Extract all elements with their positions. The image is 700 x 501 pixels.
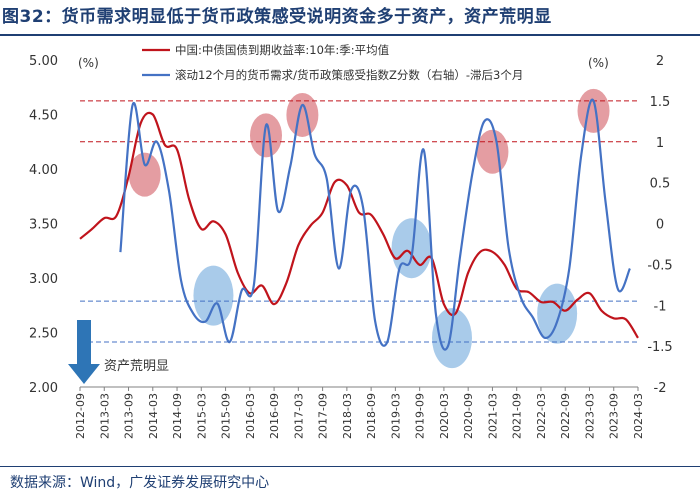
x-tick-label: 2018-03 bbox=[341, 393, 354, 439]
x-tick-label: 2018-09 bbox=[365, 393, 378, 439]
series-line-bond-yield bbox=[79, 111, 639, 339]
x-tick-label: 2023-03 bbox=[583, 393, 596, 439]
y-left-tick-label: 2.50 bbox=[29, 327, 58, 342]
x-tick-label: 2024-03 bbox=[632, 393, 645, 439]
trough-highlight-ellipse bbox=[391, 218, 432, 279]
y-right-tick-label: -1.5 bbox=[647, 340, 672, 355]
annotation: 资产荒明显 bbox=[68, 320, 169, 384]
y-left-tick-label: 2.00 bbox=[29, 381, 58, 396]
legend-label: 中国:中债国债到期收益率:10年:季:平均值 bbox=[175, 43, 390, 57]
x-tick-label: 2014-03 bbox=[147, 393, 160, 439]
down-arrow-head bbox=[68, 364, 100, 384]
trough-highlight-ellipse bbox=[537, 283, 578, 344]
series-lines bbox=[79, 98, 639, 351]
axes: 2.00 2.50 3.00 3.50 4.00 4.50 5.00 (%) -2 -1.5 -1 -… bbox=[29, 54, 673, 439]
peak-highlight-ellipse bbox=[128, 152, 161, 197]
y-left-tick-label: 4.50 bbox=[29, 109, 58, 124]
y-right-tick-label: 0.5 bbox=[650, 177, 671, 192]
y-left-unit: (%) bbox=[78, 56, 99, 70]
y-right-tick-label: 2 bbox=[656, 54, 664, 69]
legend-label: 滚动12个月的货币需求/货币政策感受指数Z分数（右轴）-滞后3个月 bbox=[175, 68, 523, 82]
trough-highlight-ellipse bbox=[193, 265, 234, 326]
x-tick-label: 2017-09 bbox=[317, 393, 330, 439]
series-line-money-demand-z bbox=[119, 98, 631, 351]
y-right-tick-label: 1.5 bbox=[650, 95, 671, 110]
down-arrow-shaft bbox=[77, 320, 91, 364]
title-bar: 图32：货币需求明显低于货币政策感受说明资金多于资产，资产荒明显 bbox=[0, 0, 700, 36]
x-tick-label: 2015-03 bbox=[195, 393, 208, 439]
y-right-tick-label: 0 bbox=[656, 218, 664, 233]
x-tick-label: 2023-09 bbox=[608, 393, 621, 439]
y-left-tick-label: 3.50 bbox=[29, 218, 58, 233]
x-tick-label: 2021-09 bbox=[511, 393, 524, 439]
x-tick-label: 2015-09 bbox=[220, 393, 233, 439]
y-right-tick-label: -2 bbox=[654, 381, 667, 396]
y-left-tick-label: 5.00 bbox=[29, 54, 58, 69]
x-tick-label: 2013-03 bbox=[98, 393, 111, 439]
y-right-unit: (%) bbox=[588, 56, 609, 70]
trough-highlight-ellipse bbox=[432, 308, 472, 369]
x-tick-label: 2019-03 bbox=[389, 393, 402, 439]
x-tick-label: 2020-03 bbox=[438, 393, 451, 439]
footer-divider bbox=[0, 466, 700, 467]
x-tick-label: 2021-03 bbox=[486, 393, 499, 439]
x-tick-label: 2016-09 bbox=[268, 393, 281, 439]
y-right-tick-label: -0.5 bbox=[647, 258, 672, 273]
x-tick-label: 2022-09 bbox=[559, 393, 572, 439]
x-tick-label: 2014-09 bbox=[171, 393, 184, 439]
x-tick-label: 2017-03 bbox=[292, 393, 305, 439]
y-right-tick-label: 1 bbox=[656, 136, 664, 151]
y-left-tick-label: 3.00 bbox=[29, 272, 58, 287]
reference-lines bbox=[80, 100, 638, 343]
chart-title: 图32：货币需求明显低于货币政策感受说明资金多于资产，资产荒明显 bbox=[2, 7, 552, 27]
peak-highlight-ellipse bbox=[577, 88, 610, 133]
peak-highlight-ellipse bbox=[476, 129, 509, 174]
x-tick-label: 2013-09 bbox=[123, 393, 136, 439]
annotation-label: 资产荒明显 bbox=[104, 359, 169, 374]
peak-highlight-ellipse bbox=[286, 92, 319, 137]
x-tick-label: 2016-03 bbox=[244, 393, 257, 439]
x-tick-label: 2020-09 bbox=[462, 393, 475, 439]
legend: 中国:中债国债到期收益率:10年:季:平均值滚动12个月的货币需求/货币政策感受… bbox=[142, 43, 523, 82]
x-tick-label: 2022-03 bbox=[535, 393, 548, 439]
chart-canvas: 2.00 2.50 3.00 3.50 4.00 4.50 5.00 (%) -2 -1.5 -1 -… bbox=[29, 43, 673, 439]
peak-highlight-ellipse bbox=[250, 113, 282, 158]
x-tick-label: 2012-09 bbox=[74, 393, 87, 439]
y-right-tick-label: -1 bbox=[654, 299, 667, 314]
x-tick-label: 2019-09 bbox=[414, 393, 427, 439]
y-left-tick-label: 4.00 bbox=[29, 163, 58, 178]
source-note: 数据来源：Wind，广发证券发展研究中心 bbox=[10, 475, 270, 491]
